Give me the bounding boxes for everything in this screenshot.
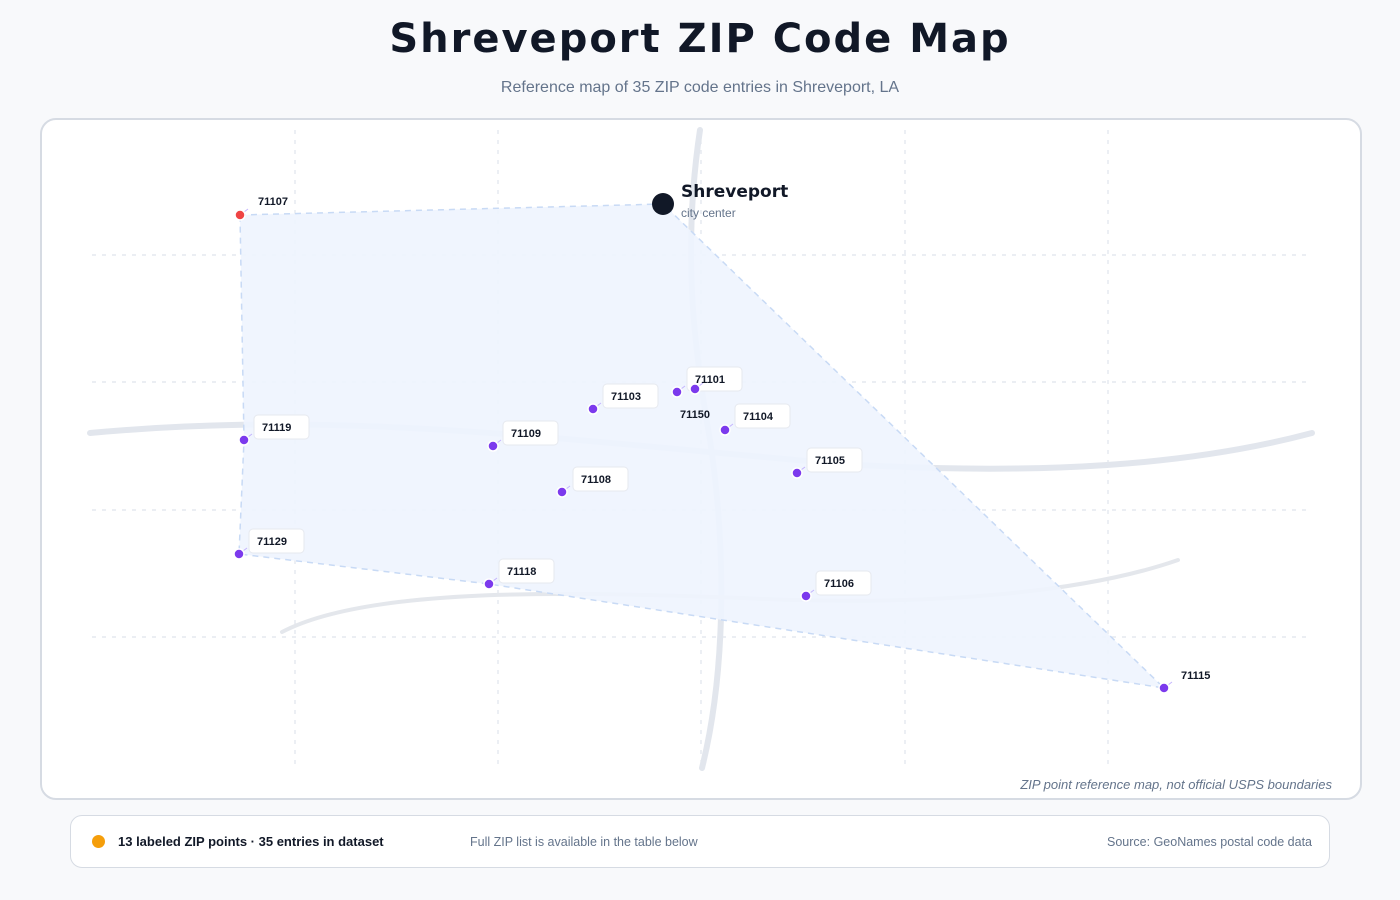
legend-dot-icon (92, 835, 105, 848)
zip-label: 71129 (257, 536, 287, 548)
zip-marker-icon[interactable] (719, 424, 731, 436)
legend-bar: 13 labeled ZIP points · 35 entries in da… (70, 815, 1330, 868)
zip-label: 71150 (680, 409, 710, 421)
zip-label-box (253, 414, 310, 440)
zip-marker-icon[interactable] (483, 578, 495, 590)
city-center-icon (652, 193, 674, 215)
zip-marker-icon[interactable] (234, 209, 246, 221)
zip-point-71108[interactable]: 71108 (556, 466, 629, 498)
zip-label-box (248, 528, 305, 554)
page-title: Shreveport ZIP Code Map (389, 16, 1011, 62)
zip-label: 71106 (824, 578, 854, 590)
zip-label: 71108 (581, 474, 611, 486)
zip-marker-icon[interactable] (689, 383, 701, 395)
zip-point-71115[interactable]: 71115 (1158, 670, 1210, 694)
zip-marker-icon[interactable] (556, 486, 568, 498)
zip-marker-icon[interactable] (1158, 682, 1170, 694)
zip-label-box (572, 466, 629, 492)
data-source: Source: GeoNames postal code data (1107, 835, 1312, 849)
zip-marker-icon[interactable] (487, 440, 499, 452)
zip-marker-icon[interactable] (671, 386, 683, 398)
zip-label: 71109 (511, 428, 541, 440)
legend-label: 13 labeled ZIP points · 35 entries in da… (118, 834, 384, 849)
zip-label: 71105 (815, 455, 845, 467)
zip-label-box (734, 403, 791, 429)
zip-point-71105[interactable]: 71105 (791, 447, 863, 479)
zip-point-71109[interactable]: 71109 (487, 420, 559, 452)
zip-point-71101[interactable]: 71101 (686, 366, 743, 395)
zip-marker-icon[interactable] (791, 467, 803, 479)
zip-point-71118[interactable]: 71118 (483, 558, 555, 590)
zip-label-box (602, 383, 659, 409)
zip-label: 71103 (611, 391, 641, 403)
zip-point-71103[interactable]: 71103 (587, 383, 659, 415)
zip-marker-icon[interactable] (800, 590, 812, 602)
zip-label: 71118 (507, 566, 536, 578)
zip-point-71104[interactable]: 71104 (719, 403, 791, 436)
zip-point-71129[interactable]: 71129 (233, 528, 305, 560)
city-name: Shreveport (681, 182, 788, 202)
zip-marker-icon[interactable] (233, 548, 245, 560)
zip-label: 71115 (1181, 670, 1210, 682)
zip-point-71119[interactable]: 71119 (238, 414, 310, 446)
zip-label-box (498, 558, 555, 584)
city-center-marker[interactable]: Shreveport city center (652, 182, 788, 220)
zip-point-layer[interactable]: 71107 71119 71109 71103 71101 71150 71104 71108… (233, 196, 1210, 694)
zip-point-71106[interactable]: 71106 (800, 570, 872, 602)
page-subtitle: Reference map of 35 ZIP code entries in … (500, 79, 900, 96)
zip-label-box (815, 570, 872, 596)
zip-label: 71101 (695, 374, 725, 386)
zip-label: 71119 (262, 422, 291, 434)
map-disclaimer: ZIP point reference map, not official US… (1020, 777, 1332, 792)
zip-marker-icon[interactable] (587, 403, 599, 415)
zip-coverage-area (238, 203, 1167, 690)
zip-point-71150[interactable]: 71150 (671, 385, 710, 421)
zip-marker-icon[interactable] (238, 434, 250, 446)
zip-label: 71104 (743, 411, 774, 423)
city-caption: city center (681, 206, 736, 220)
table-note: Full ZIP list is available in the table … (470, 835, 698, 849)
zip-point-71107[interactable]: 71107 (234, 196, 288, 221)
zip-label-box (806, 447, 863, 473)
map-panel[interactable]: Shreveport city center 71107 71119 71109 71… (40, 118, 1362, 800)
zip-label: 71107 (258, 196, 288, 208)
zip-label-box (502, 420, 559, 446)
